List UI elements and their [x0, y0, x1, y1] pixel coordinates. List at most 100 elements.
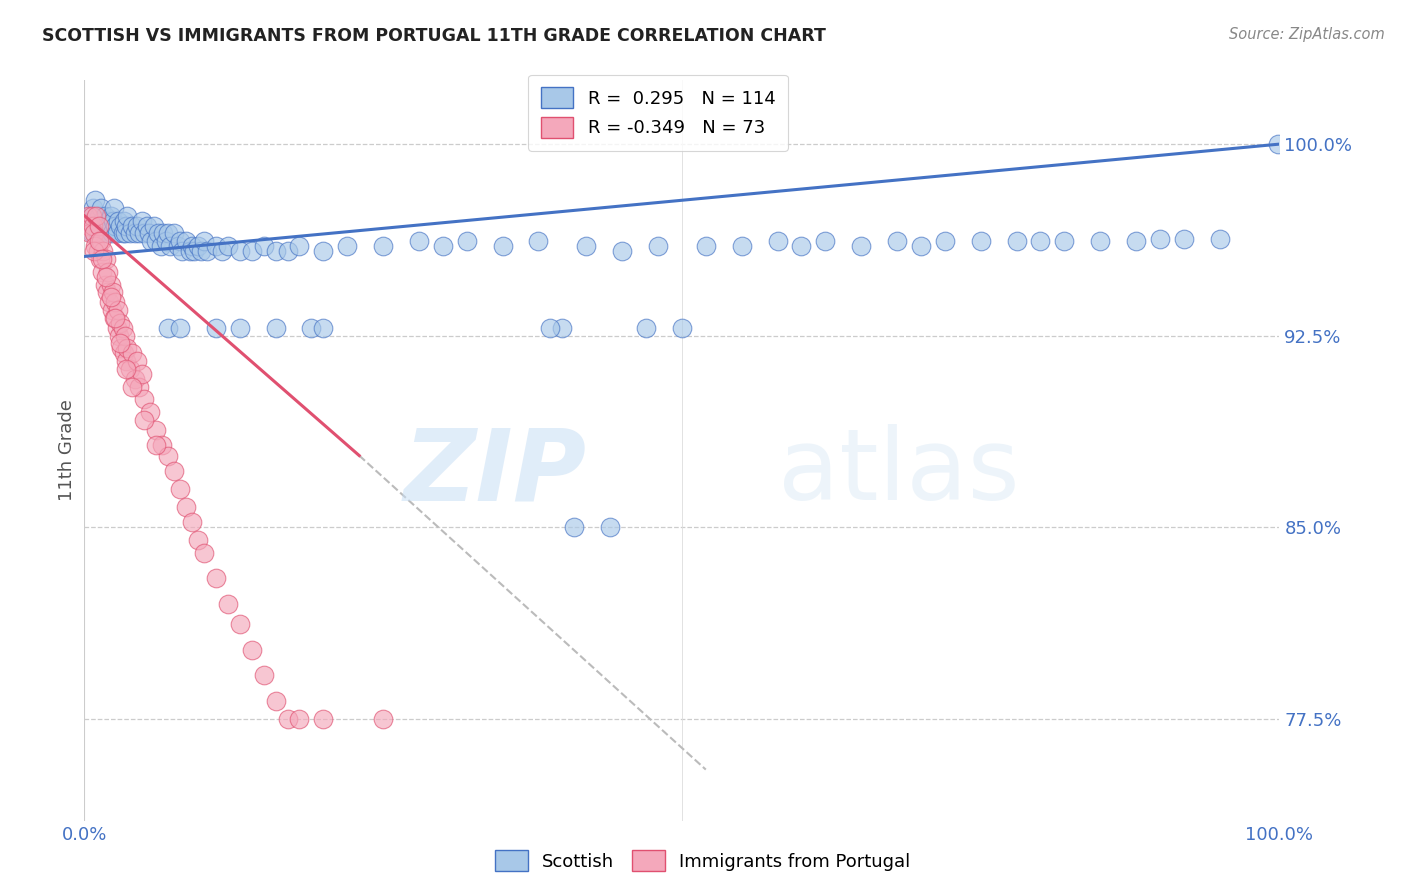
- Point: [155, 234, 177, 248]
- Point: [115, 219, 138, 233]
- Point: [172, 244, 194, 259]
- Point: [731, 239, 754, 253]
- Point: [910, 239, 932, 253]
- Point: [114, 328, 136, 343]
- Point: [163, 464, 186, 478]
- Point: [104, 219, 127, 233]
- Point: [100, 290, 122, 304]
- Legend: R =  0.295   N = 114, R = -0.349   N = 73: R = 0.295 N = 114, R = -0.349 N = 73: [529, 75, 787, 151]
- Point: [114, 227, 136, 241]
- Point: [86, 244, 108, 259]
- Point: [101, 285, 124, 300]
- Point: [217, 239, 239, 253]
- Point: [408, 234, 430, 248]
- Point: [107, 303, 129, 318]
- Point: [121, 219, 143, 233]
- Point: [83, 244, 105, 259]
- Point: [118, 361, 141, 376]
- Point: [112, 346, 135, 360]
- Point: [851, 239, 873, 253]
- Point: [94, 252, 117, 266]
- Point: [229, 617, 252, 632]
- Point: [1125, 234, 1147, 248]
- Point: [174, 500, 197, 514]
- Point: [84, 239, 107, 253]
- Point: [163, 227, 186, 241]
- Point: [527, 234, 550, 248]
- Point: [575, 239, 598, 253]
- Point: [93, 209, 115, 223]
- Point: [934, 234, 956, 248]
- Text: ZIP: ZIP: [404, 425, 586, 521]
- Point: [240, 642, 263, 657]
- Point: [288, 712, 311, 726]
- Point: [157, 321, 180, 335]
- Point: [115, 361, 138, 376]
- Point: [110, 219, 132, 233]
- Point: [93, 244, 115, 259]
- Point: [91, 213, 114, 227]
- Point: [118, 227, 141, 241]
- Point: [90, 234, 112, 248]
- Text: Source: ZipAtlas.com: Source: ZipAtlas.com: [1229, 27, 1385, 42]
- Point: [373, 712, 395, 726]
- Point: [96, 285, 118, 300]
- Point: [104, 295, 127, 310]
- Point: [197, 244, 219, 259]
- Point: [1005, 234, 1028, 248]
- Point: [124, 227, 146, 241]
- Point: [551, 321, 574, 335]
- Point: [1053, 234, 1076, 248]
- Point: [132, 392, 156, 407]
- Point: [125, 219, 148, 233]
- Point: [312, 244, 335, 259]
- Point: [115, 354, 138, 368]
- Point: [77, 219, 100, 233]
- Point: [193, 234, 215, 248]
- Point: [179, 244, 201, 259]
- Point: [229, 321, 252, 335]
- Point: [83, 227, 105, 241]
- Point: [135, 219, 157, 233]
- Point: [150, 438, 173, 452]
- Point: [138, 227, 160, 241]
- Point: [174, 234, 197, 248]
- Point: [121, 346, 143, 360]
- Point: [87, 219, 110, 233]
- Point: [277, 244, 299, 259]
- Point: [277, 712, 299, 726]
- Point: [647, 239, 669, 253]
- Point: [1090, 234, 1112, 248]
- Point: [169, 234, 191, 248]
- Point: [94, 219, 117, 233]
- Point: [181, 515, 204, 529]
- Point: [90, 201, 112, 215]
- Point: [264, 693, 287, 707]
- Point: [117, 342, 139, 356]
- Point: [373, 239, 395, 253]
- Point: [211, 244, 233, 259]
- Point: [86, 213, 108, 227]
- Point: [145, 234, 167, 248]
- Point: [145, 438, 167, 452]
- Point: [217, 597, 239, 611]
- Point: [181, 239, 204, 253]
- Point: [187, 239, 209, 253]
- Point: [111, 227, 134, 241]
- Point: [111, 321, 134, 335]
- Point: [105, 227, 128, 241]
- Point: [105, 321, 128, 335]
- Point: [107, 213, 129, 227]
- Point: [139, 405, 162, 419]
- Point: [432, 239, 454, 253]
- Point: [229, 244, 252, 259]
- Point: [190, 244, 212, 259]
- Point: [83, 219, 105, 233]
- Point: [205, 321, 228, 335]
- Point: [1149, 231, 1171, 245]
- Point: [80, 209, 103, 223]
- Point: [288, 239, 311, 253]
- Point: [84, 194, 107, 208]
- Point: [89, 252, 111, 266]
- Point: [159, 239, 181, 253]
